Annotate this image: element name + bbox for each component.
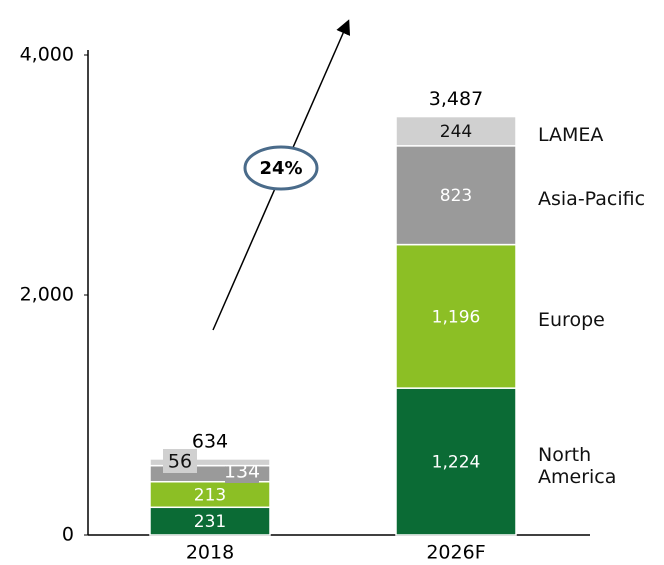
bar-segment xyxy=(395,145,517,246)
legend-label: Asia-Pacific xyxy=(538,188,646,211)
y-tick-label: 4,000 xyxy=(20,44,74,66)
y-tick-label: 2,000 xyxy=(20,284,74,306)
value-label: 213 xyxy=(194,486,226,506)
bar-segment xyxy=(395,115,517,147)
x-tick-label: 2018 xyxy=(186,542,234,564)
value-label: 231 xyxy=(194,512,226,532)
label-box xyxy=(163,449,197,473)
legend-label: North America xyxy=(538,443,617,488)
annotation-ellipse xyxy=(243,145,319,191)
y-tick-label: 0 xyxy=(62,524,74,546)
value-label: 1,224 xyxy=(432,453,481,473)
bar-segment xyxy=(149,506,271,536)
value-label: 1,196 xyxy=(432,307,481,327)
bar-segment xyxy=(149,480,271,509)
total-label: 634 xyxy=(192,430,228,452)
bar-segment xyxy=(149,458,271,467)
value-label: 56 xyxy=(168,451,192,473)
x-tick-label: 2026F xyxy=(426,542,485,564)
annotation: 24% xyxy=(259,158,302,179)
total-label: 3,487 xyxy=(429,88,483,110)
value-label: 244 xyxy=(440,122,472,142)
value-label: 823 xyxy=(440,186,472,206)
legend-label: Europe xyxy=(538,309,605,332)
legend-label: LAMEA xyxy=(538,124,604,147)
bar-segment xyxy=(395,243,517,389)
